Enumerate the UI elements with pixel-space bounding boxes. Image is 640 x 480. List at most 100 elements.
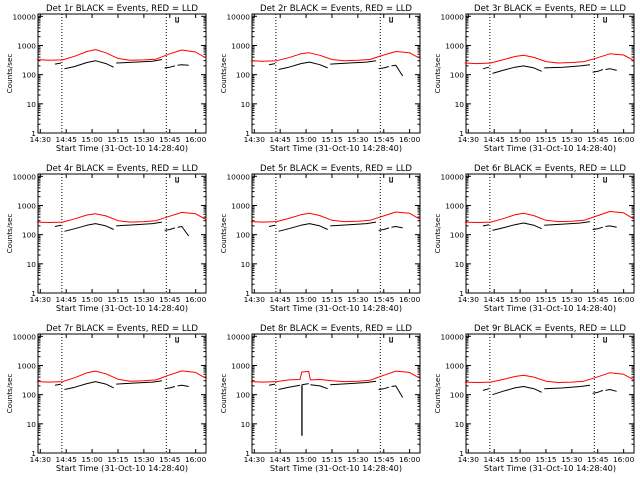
det-9-y-tick-label: 1000 <box>445 361 464 370</box>
det-9-x-axis-label: Start Time (31-Oct-10 14:28:40) <box>484 463 616 473</box>
det-5-x-tick-label: 15:45 <box>373 295 395 304</box>
det-2-x-tick-label: 14:30 <box>244 135 266 144</box>
det-8-events-series-line <box>391 385 404 398</box>
det-4-y-tick-label: 10000 <box>12 172 36 181</box>
det-2-lld-series-line <box>250 51 421 62</box>
det-7-y-tick-label: 1000 <box>17 361 36 370</box>
det-6-lld-series-line <box>464 211 635 223</box>
det-5-title: Det 5r BLACK = Events, RED = LLD <box>260 164 412 174</box>
det-9-y-tick-label: 1 <box>459 449 464 458</box>
det-4-plot-frame <box>37 173 207 294</box>
det-3-y-tick-label: 100 <box>450 71 464 80</box>
det-7-lld-series-line <box>36 370 207 383</box>
det-4-x-tick-label: 14:45 <box>56 295 78 304</box>
det-8-events-series-line <box>330 380 377 386</box>
det-8-events-series-line <box>301 383 309 436</box>
det-9-events-series-line <box>482 388 490 391</box>
det-3-panel: Det 3r BLACK = Events, RED = LLD 14:30 14:… <box>433 4 635 153</box>
det-8-plot-frame <box>251 333 421 454</box>
det-1-x-tick-label: 15:30 <box>133 135 155 144</box>
det-5-events-series-line <box>391 226 403 229</box>
det-5-y-tick-label: 10000 <box>226 172 250 181</box>
det-6-y-tick-label: 1 <box>459 289 464 298</box>
det-8-x-axis-label: Start Time (31-Oct-10 14:28:40) <box>270 463 402 473</box>
det-4-y-tick-label: 1 <box>31 289 36 298</box>
det-1-y-tick-label: 100 <box>22 71 36 80</box>
det-9-x-tick-label: 15:30 <box>561 455 583 464</box>
det-3-events-series-line <box>482 66 490 70</box>
det-1-y-tick-label: 10 <box>27 100 37 109</box>
det-4-x-tick-label: 15:00 <box>81 295 103 304</box>
det-8-y-tick-label: 1000 <box>231 361 250 370</box>
det-6-y-tick-label: 10000 <box>440 172 464 181</box>
det-3-events-series-line <box>605 68 617 71</box>
det-8-y-tick-label: 100 <box>236 391 250 400</box>
det-6-events-series-line <box>492 222 542 231</box>
det-3-x-tick-label: 16:00 <box>613 135 635 144</box>
det-4-events-series-line <box>116 221 163 227</box>
det-1-events-series-line <box>116 59 163 64</box>
det-5-x-tick-label: 14:30 <box>244 295 266 304</box>
det-9-events-series-line <box>544 384 591 390</box>
det-6-x-tick-label: 14:45 <box>484 295 506 304</box>
det-9-lld-series-line <box>464 372 635 383</box>
det-3-events-series-line <box>544 64 591 69</box>
det-8-events-series-line <box>268 383 276 386</box>
det-6-interval-bracket <box>603 177 607 183</box>
det-3-x-tick-label: 15:15 <box>535 135 557 144</box>
det-6-y-tick-label: 10 <box>455 260 465 269</box>
det-2-events-series-line <box>391 64 404 77</box>
det-1-x-tick-label: 16:00 <box>185 135 207 144</box>
det-9-x-tick-label: 15:00 <box>509 455 531 464</box>
det-6-x-tick-label: 14:30 <box>458 295 480 304</box>
det-4-x-tick-label: 15:30 <box>133 295 155 304</box>
det-8-x-tick-label: 16:00 <box>399 455 421 464</box>
det-1-x-axis-label: Start Time (31-Oct-10 14:28:40) <box>56 143 188 153</box>
det-1-y-tick-label: 1 <box>31 129 36 138</box>
det-7-y-tick-label: 10000 <box>12 332 36 341</box>
det-8-x-tick-label: 15:45 <box>373 455 395 464</box>
det-9-x-tick-label: 14:30 <box>458 455 480 464</box>
det-2-x-tick-label: 15:45 <box>373 135 395 144</box>
det-4-events-series-line <box>164 227 176 231</box>
det-5-x-axis-label: Start Time (31-Oct-10 14:28:40) <box>270 303 402 313</box>
det-5-x-tick-label: 15:30 <box>347 295 369 304</box>
det-1-lld-series-line <box>36 49 207 61</box>
det-9-events-series-line <box>605 389 617 392</box>
det-2-x-tick-label: 15:30 <box>347 135 369 144</box>
det-2-title: Det 2r BLACK = Events, RED = LLD <box>260 4 412 14</box>
det-7-y-tick-label: 1 <box>31 449 36 458</box>
det-3-interval-bracket <box>603 17 607 23</box>
det-4-events-series-line <box>64 223 114 232</box>
det-3-x-axis-label: Start Time (31-Oct-10 14:28:40) <box>484 143 616 153</box>
det-7-events-series-line <box>116 380 163 385</box>
det-9-y-axis-label: Counts/sec <box>433 374 442 414</box>
det-7-interval-bracket <box>175 337 179 343</box>
det-5-y-axis-label: Counts/sec <box>219 214 228 254</box>
det-6-x-tick-label: 15:00 <box>509 295 531 304</box>
det-3-x-tick-label: 15:30 <box>561 135 583 144</box>
det-7-y-tick-label: 100 <box>22 391 36 400</box>
det-2-y-tick-label: 100 <box>236 71 250 80</box>
det-3-x-tick-label: 14:30 <box>458 135 480 144</box>
det-9-y-tick-label: 10000 <box>440 332 464 341</box>
det-7-x-tick-label: 15:45 <box>159 455 181 464</box>
det-3-x-tick-label: 15:45 <box>587 135 609 144</box>
det-3-y-axis-label: Counts/sec <box>433 54 442 94</box>
det-3-y-tick-label: 1 <box>459 129 464 138</box>
det-3-x-tick-label: 14:45 <box>484 135 506 144</box>
det-4-x-tick-label: 16:00 <box>185 295 207 304</box>
det-4-y-tick-label: 10 <box>27 260 37 269</box>
det-9-events-series-line <box>492 386 542 396</box>
det-1-x-tick-label: 15:45 <box>159 135 181 144</box>
det-6-events-series-line <box>592 226 604 230</box>
det-5-interval-bracket <box>389 177 393 183</box>
det-9-title: Det 9r BLACK = Events, RED = LLD <box>474 324 626 334</box>
det-5-y-tick-label: 1000 <box>231 201 250 210</box>
det-8-y-tick-label: 10 <box>241 420 251 429</box>
det-3-title: Det 3r BLACK = Events, RED = LLD <box>474 4 626 14</box>
det-8-x-tick-label: 15:00 <box>295 455 317 464</box>
det-8-x-tick-label: 14:30 <box>244 455 266 464</box>
det-1-interval-bracket <box>175 17 179 23</box>
